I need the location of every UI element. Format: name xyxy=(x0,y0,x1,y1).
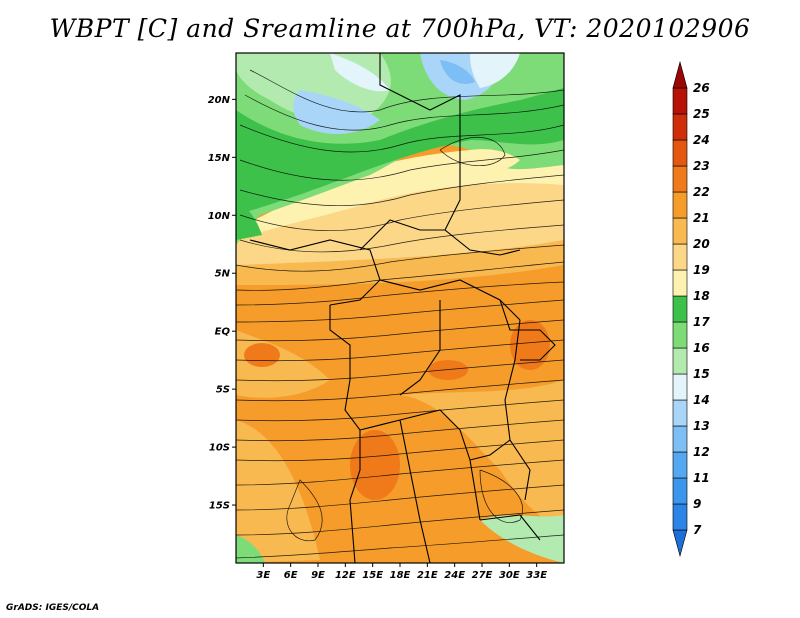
colorbar-label: 7 xyxy=(693,523,702,537)
colorbar-bin xyxy=(672,295,688,323)
lat-tick-label: 5S xyxy=(216,385,230,396)
lat-tick-label: 20N xyxy=(208,95,231,106)
lat-tick-label: 10N xyxy=(208,211,231,222)
colorbar-bin xyxy=(672,217,688,245)
lon-tick-label: 30E xyxy=(499,570,520,581)
colorbar-bin xyxy=(672,113,688,141)
lon-tick-label: 15E xyxy=(362,570,383,581)
colorbar-label: 9 xyxy=(693,497,701,511)
lon-tick-label: 3E xyxy=(256,570,270,581)
wbpt-shading xyxy=(236,53,564,563)
colorbar-label: 25 xyxy=(693,107,710,121)
lon-tick-label: 6E xyxy=(284,570,298,581)
colorbar-label: 15 xyxy=(693,367,710,381)
lon-tick-label: 24E xyxy=(444,570,465,581)
colorbar-label: 16 xyxy=(693,341,710,355)
colorbar-bin xyxy=(672,321,688,349)
colorbar-label: 23 xyxy=(693,159,710,173)
colorbar-bin xyxy=(672,451,688,479)
lat-tick-label: 15N xyxy=(208,153,231,164)
colorbar-bin xyxy=(672,243,688,271)
colorbar-bin xyxy=(672,60,688,89)
colorbar: 7 9 11 12 13 14 15 16 17 18 19 20 21 22 23 24 25 26 xyxy=(672,60,710,558)
map-title: WBPT [C] and Sreamline at 700hPa, VT: 20… xyxy=(49,14,751,43)
colorbar-label: 22 xyxy=(693,185,710,199)
lon-tick-label: 9E xyxy=(311,570,325,581)
colorbar-bin xyxy=(672,191,688,219)
colorbar-label: 19 xyxy=(693,263,710,277)
colorbar-bin xyxy=(672,399,688,427)
colorbar-label: 21 xyxy=(693,211,710,225)
colorbar-label: 14 xyxy=(693,393,710,407)
colorbar-bin xyxy=(672,425,688,453)
colorbar-label: 11 xyxy=(693,471,710,485)
longitude-axis: 3E 6E 9E 12E 15E 18E 21E 24E 27E 30E 33E xyxy=(256,563,547,581)
colorbar-label: 18 xyxy=(693,289,710,303)
lon-tick-label: 12E xyxy=(335,570,356,581)
colorbar-label: 20 xyxy=(693,237,710,251)
colorbar-bin xyxy=(672,529,688,558)
colorbar-bin xyxy=(672,139,688,167)
lon-tick-label: 21E xyxy=(417,570,438,581)
colorbar-label: 13 xyxy=(693,419,710,433)
colorbar-bin xyxy=(672,373,688,401)
colorbar-bin xyxy=(672,477,688,505)
grads-credit: GrADS: IGES/COLA xyxy=(6,603,100,613)
latitude-axis: 20N 15N 10N 5N EQ 5S 10S 15S xyxy=(208,95,236,512)
lat-tick-label: 15S xyxy=(209,501,230,512)
colorbar-label: 12 xyxy=(693,445,710,459)
lat-tick-label: EQ xyxy=(215,327,231,338)
lat-tick-label: 10S xyxy=(209,443,230,454)
colorbar-label: 24 xyxy=(693,133,710,147)
lon-tick-label: 33E xyxy=(526,570,547,581)
colorbar-bin xyxy=(672,87,688,115)
colorbar-label: 26 xyxy=(693,81,710,95)
colorbar-label: 17 xyxy=(693,315,710,329)
colorbar-bin xyxy=(672,347,688,375)
colorbar-bin xyxy=(672,269,688,297)
colorbar-bin xyxy=(672,165,688,193)
colorbar-bin xyxy=(672,503,688,531)
lat-tick-label: 5N xyxy=(215,269,231,280)
lon-tick-label: 18E xyxy=(390,570,411,581)
lon-tick-label: 27E xyxy=(472,570,493,581)
